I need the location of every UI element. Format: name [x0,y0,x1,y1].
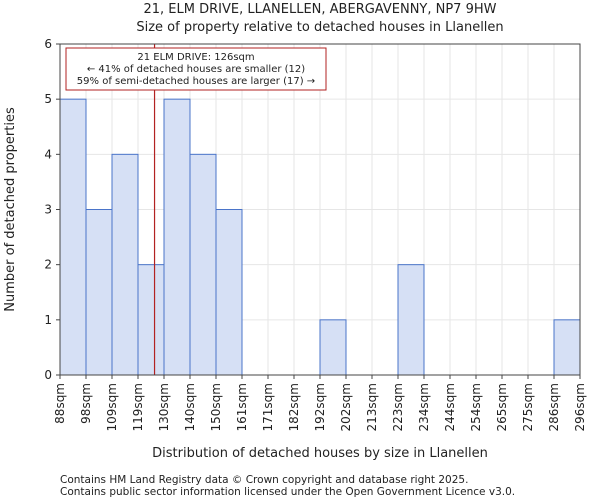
x-tick-label: 98sqm [79,383,93,424]
bar-109sqm [111,153,139,376]
x-tick-label: 286sqm [547,383,561,431]
x-tick-label: 150sqm [209,383,223,431]
bar-223sqm [397,264,425,376]
bar-150sqm [215,209,243,376]
x-tick-label: 213sqm [365,383,379,431]
chart-title-line1: 21, ELM DRIVE, LLANELLEN, ABERGAVENNY, N… [144,2,497,17]
x-tick-label: 140sqm [183,383,197,431]
x-tick-label: 119sqm [131,383,145,431]
annotation-larger: 59% of semi-detached houses are larger (… [77,76,315,87]
annotation-box: 21 ELM DRIVE: 126sqm ← 41% of detached h… [65,47,327,91]
bar-130sqm [163,98,191,376]
y-tick-label: 1 [44,313,52,327]
y-tick-label: 2 [44,258,52,272]
bar-140sqm [189,153,217,376]
x-tick-label: 275sqm [521,383,535,431]
x-tick-label: 265sqm [495,383,509,431]
x-axis-label: Distribution of detached houses by size … [152,446,488,461]
y-tick-label: 0 [44,368,52,382]
bar-119sqm [137,264,165,376]
x-tick-label: 182sqm [287,383,301,431]
x-tick-label: 88sqm [53,383,67,424]
bar-286sqm [553,319,581,376]
y-tick-label: 5 [44,92,52,106]
y-tick-label: 4 [44,147,52,161]
y-tick-label: 3 [44,203,52,217]
x-tick-label: 161sqm [235,383,249,431]
x-tick-label: 130sqm [157,383,171,431]
footer-line1: Contains HM Land Registry data © Crown c… [60,474,468,486]
x-tick-label: 296sqm [573,383,587,431]
x-tick-label: 223sqm [391,383,405,431]
annotation-smaller: ← 41% of detached houses are smaller (12… [87,64,305,75]
x-tick-label: 171sqm [261,383,275,431]
y-tick-label: 6 [44,37,52,51]
x-axis-ticks: 88sqm 98sqm 109sqm 119sqm 130sqm 140sqm 150sqm… [53,375,587,431]
bars [59,98,581,376]
x-tick-label: 234sqm [417,383,431,431]
bar-98sqm [85,209,113,376]
x-tick-label: 202sqm [339,383,353,431]
x-tick-label: 192sqm [313,383,327,431]
x-tick-label: 244sqm [443,383,457,431]
bar-88sqm [59,98,87,376]
bar-192sqm [319,319,347,376]
annotation-title: 21 ELM DRIVE: 126sqm [137,52,254,63]
chart-title-line2: Size of property relative to detached ho… [136,20,503,35]
x-tick-label: 254sqm [469,383,483,431]
footer-line2: Contains public sector information licen… [60,486,515,498]
y-axis-label: Number of detached properties [3,107,18,312]
x-tick-label: 109sqm [105,383,119,431]
y-axis-ticks: 0 1 2 3 4 5 6 [44,37,60,382]
